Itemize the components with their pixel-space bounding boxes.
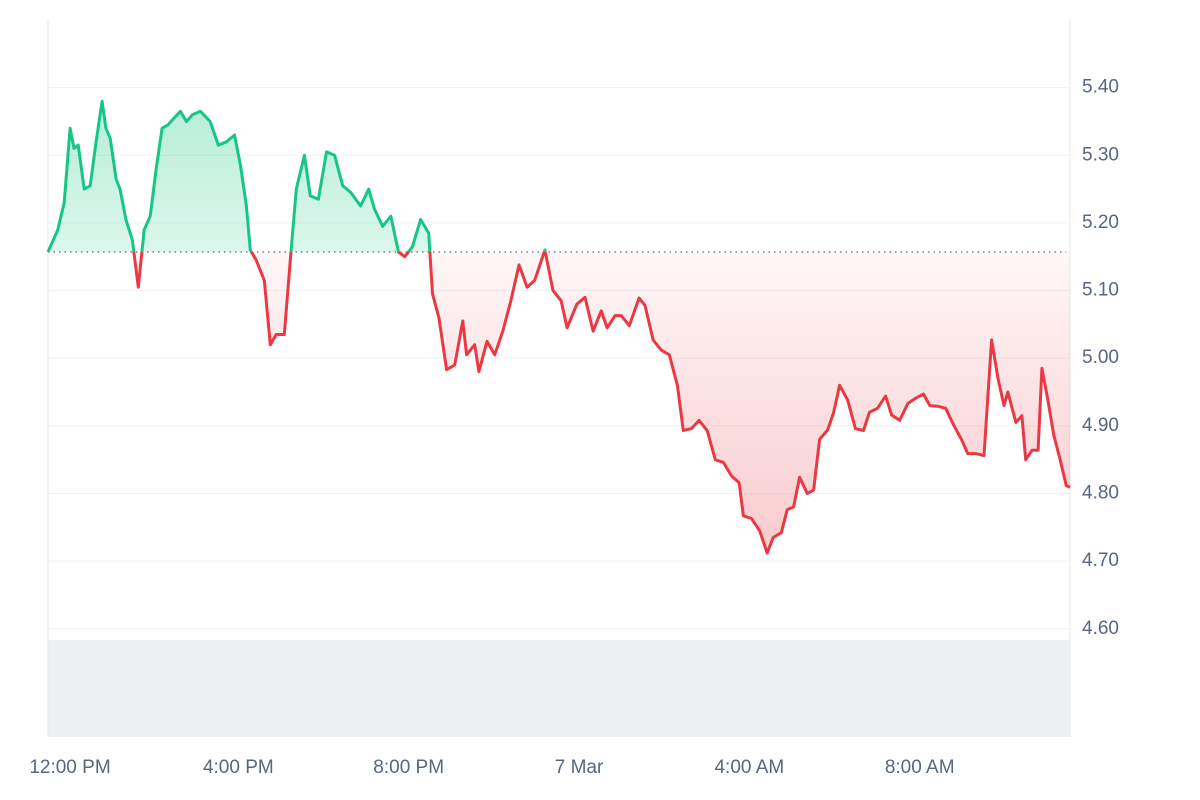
x-tick-label: 4:00 AM <box>714 757 784 778</box>
y-tick-label: 5.10 <box>1082 280 1119 301</box>
x-tick-label: 12:00 PM <box>29 757 110 778</box>
y-tick-label: 5.00 <box>1082 347 1119 368</box>
y-tick-label: 5.40 <box>1082 77 1119 98</box>
y-tick-label: 4.70 <box>1082 550 1119 571</box>
price-line <box>46 99 1071 555</box>
y-tick-label: 4.90 <box>1082 415 1119 436</box>
x-tick-label: 4:00 PM <box>203 757 274 778</box>
y-tick-label: 4.80 <box>1082 483 1119 504</box>
x-tick-label: 8:00 PM <box>373 757 444 778</box>
y-tick-label: 4.60 <box>1082 618 1119 639</box>
area <box>48 101 1070 553</box>
y-tick-label: 5.30 <box>1082 144 1119 165</box>
x-tick-label: 8:00 AM <box>885 757 955 778</box>
y-tick-label: 5.20 <box>1082 212 1119 233</box>
x-tick-label: 7 Mar <box>555 757 604 778</box>
volume-band <box>48 640 1070 737</box>
